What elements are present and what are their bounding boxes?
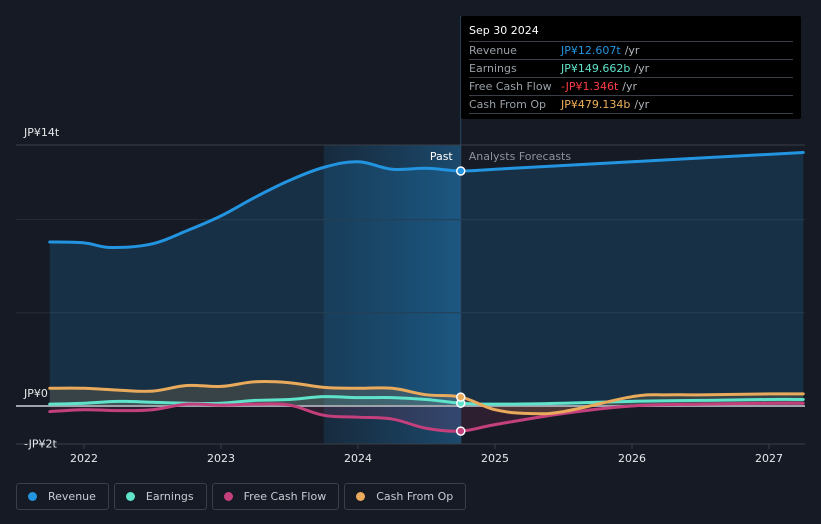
free-cash-flow-highlight-point <box>456 426 466 436</box>
tooltip-unit: /yr <box>624 44 640 57</box>
legend-item-revenue[interactable]: Revenue <box>16 483 109 510</box>
free-cash-flow-line <box>48 401 805 433</box>
earnings-line <box>48 395 805 406</box>
revenue-highlight-point <box>456 166 466 176</box>
cash-from-op-highlight-point <box>456 392 466 402</box>
tooltip-label: Earnings <box>469 62 517 75</box>
tooltip-row-revenue: Revenue JP¥12.607t /yr <box>469 42 793 60</box>
series-lines <box>48 150 805 433</box>
y-tick-label: JP¥0 <box>23 387 48 400</box>
x-tick-label: 2024 <box>344 452 372 465</box>
tooltip-unit: /yr <box>634 62 650 75</box>
tooltip-label: Free Cash Flow <box>469 80 552 93</box>
tooltip-unit: /yr <box>622 80 638 93</box>
x-tick-label: 2027 <box>755 452 783 465</box>
gridlines <box>16 144 805 314</box>
tooltip: Sep 30 2024 Revenue JP¥12.607t /yr Earni… <box>461 16 801 119</box>
x-tick-label: 2022 <box>70 452 98 465</box>
tooltip-label: Revenue <box>469 44 517 57</box>
tooltip-row-earnings: Earnings JP¥149.662b /yr <box>469 60 793 78</box>
y-tick-label: -JP¥2t <box>24 437 57 450</box>
legend-label: Earnings <box>145 490 194 503</box>
analysts-forecasts-label: Analysts Forecasts <box>469 150 572 163</box>
x-axis-ticks: 2022 2023 2024 2025 2026 2027 <box>70 444 783 465</box>
y-axis-ticks: JP¥14t JP¥0 -JP¥2t <box>23 126 60 450</box>
x-tick-label: 2026 <box>618 452 646 465</box>
tooltip-row-cash-from-op: Cash From Op JP¥479.134b /yr <box>469 96 793 114</box>
legend-label: Free Cash Flow <box>243 490 327 503</box>
tooltip-unit: /yr <box>634 98 650 111</box>
revenue-line <box>48 150 805 250</box>
legend-item-free-cash-flow[interactable]: Free Cash Flow <box>211 483 340 510</box>
legend-dot-icon <box>28 492 37 501</box>
legend-item-earnings[interactable]: Earnings <box>113 483 207 510</box>
legend-label: Revenue <box>48 490 96 503</box>
legend: Revenue Earnings Free Cash Flow Cash Fro… <box>16 483 467 510</box>
revenue-area <box>49 152 804 406</box>
tooltip-value: JP¥479.134b <box>561 98 631 111</box>
cash-from-op-line <box>48 379 805 416</box>
tooltip-label: Cash From Op <box>469 98 547 111</box>
y-tick-label: JP¥14t <box>23 126 60 139</box>
tooltip-row-free-cash-flow: Free Cash Flow -JP¥1.346t /yr <box>469 78 793 96</box>
legend-dot-icon <box>356 492 366 501</box>
x-tick-label: 2025 <box>481 452 509 465</box>
past-label: Past <box>430 150 454 163</box>
legend-dot-icon <box>223 492 233 501</box>
tooltip-value: -JP¥1.346t <box>561 80 619 93</box>
tooltip-date: Sep 30 2024 <box>469 24 793 42</box>
highlight-points <box>456 166 466 436</box>
x-tick-label: 2023 <box>207 452 235 465</box>
legend-dot-icon <box>125 492 135 501</box>
tooltip-value: JP¥149.662b <box>561 62 631 75</box>
free-cash-flow-area <box>49 403 804 432</box>
legend-label: Cash From Op <box>376 490 454 503</box>
legend-item-cash-from-op[interactable]: Cash From Op <box>344 483 467 510</box>
tooltip-value: JP¥12.607t <box>561 44 621 57</box>
